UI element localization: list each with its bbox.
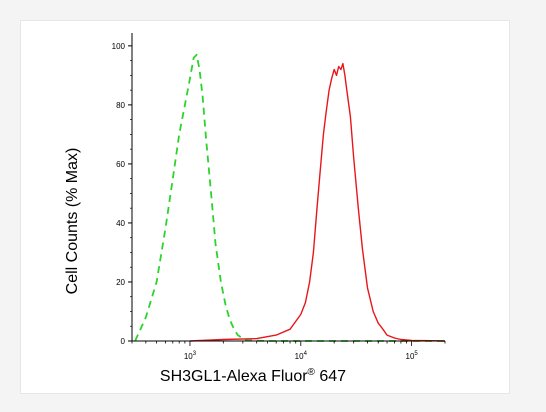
x-tick-label: 104 — [295, 351, 308, 361]
y-tick-label: 100 — [112, 42, 126, 51]
x-tick-label: 103 — [184, 351, 197, 361]
y-tick-label: 60 — [116, 160, 125, 169]
y-axis-label: Cell Counts (% Max) — [64, 148, 81, 295]
series-control-dashed-line — [134, 53, 445, 342]
chart-card: 0 20 40 60 80 100 103 104 105 Cell Counts (% Max… — [20, 20, 510, 394]
y-tick-label: 20 — [116, 278, 125, 287]
histogram-chart: 0 20 40 60 80 100 103 104 105 Cell Counts (% Max… — [64, 33, 446, 385]
y-tick-label: 80 — [116, 101, 125, 110]
x-axis-label: SH3GL1-Alexa Fluor® 647 — [160, 367, 346, 385]
x-axis-label-tail: 647 — [315, 368, 346, 385]
axes: 0 20 40 60 80 100 103 104 105 — [112, 33, 446, 361]
x-axis-label-main: SH3GL1-Alexa Fluor — [160, 368, 308, 385]
series-sample-line — [189, 62, 446, 342]
y-tick-label: 0 — [121, 337, 126, 346]
y-tick-label: 40 — [116, 219, 125, 228]
plot-area — [134, 53, 446, 342]
x-axis-label-registered-mark: ® — [308, 367, 316, 378]
x-tick-label: 105 — [406, 351, 419, 361]
